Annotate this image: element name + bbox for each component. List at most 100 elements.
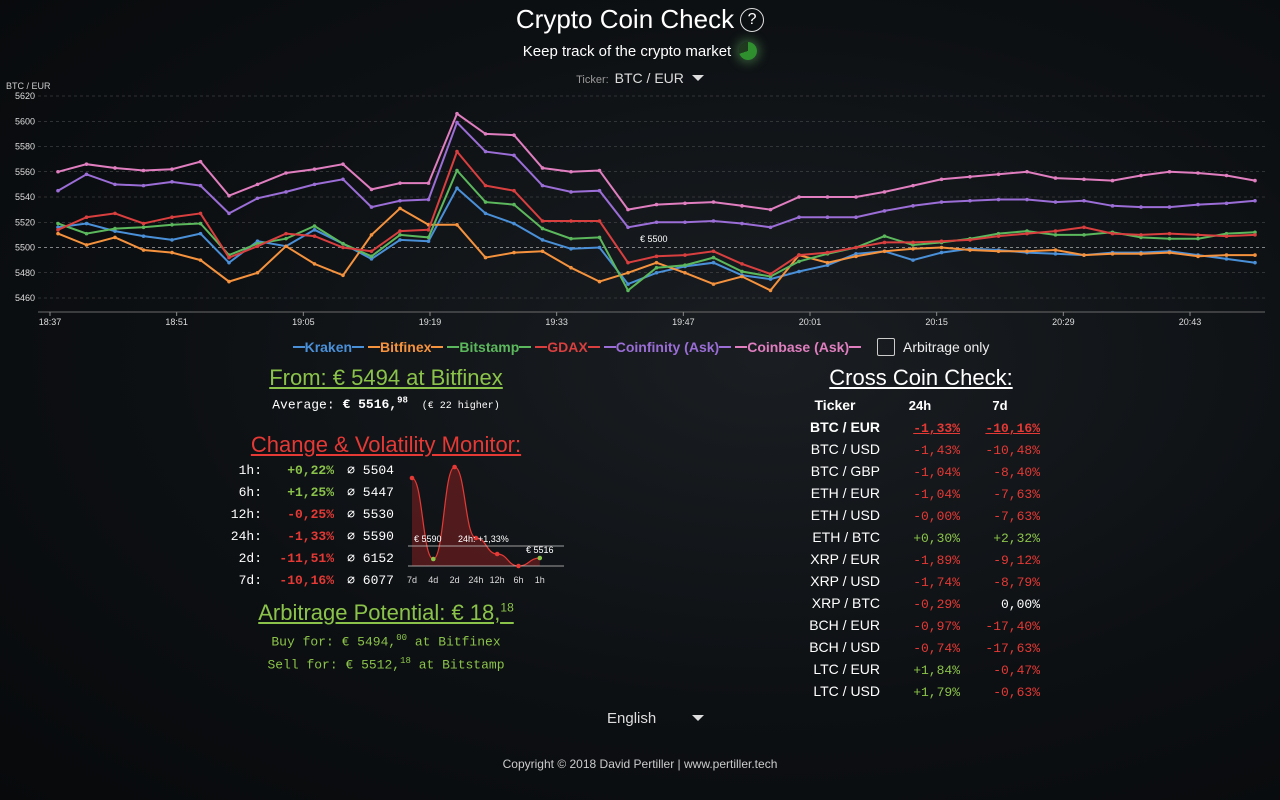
change-value: +1,25%	[287, 485, 334, 500]
help-icon[interactable]: ?	[740, 8, 765, 32]
cross-row[interactable]: ETH / BTC +0,30% +2,32%	[790, 526, 1040, 548]
header-24h: 24h	[908, 398, 932, 413]
series-point	[255, 270, 260, 275]
subtitle-text: Keep track of the crypto market	[522, 43, 732, 60]
volatility-monitor-title: Change & Volatility Monitor:	[250, 432, 522, 457]
mini-x-label: 12h	[490, 575, 505, 585]
cross-row[interactable]: LTC / EUR +1,84% -0,47%	[790, 658, 1040, 680]
legend-label[interactable]: GDAX	[547, 339, 588, 355]
legend-swatch	[292, 346, 305, 348]
change-7d: -9,12%	[993, 553, 1040, 568]
ticker-name[interactable]: XRP / USD	[810, 573, 880, 589]
ticker-name[interactable]: BCH / USD	[809, 639, 880, 655]
ticker-value[interactable]: BTC / EUR	[614, 70, 684, 86]
cross-row[interactable]: BTC / EUR -1,33% -10,16%	[790, 416, 1040, 438]
price-chart: BTC / EUR 5460 5480 5500 5520 5540 5560 5580 56…	[6, 81, 1265, 327]
series-point	[84, 221, 89, 226]
mini-annotation-mid: 24h: +1,33%	[458, 534, 509, 544]
mini-point	[494, 551, 500, 557]
mini-annotation-left: € 5590	[414, 534, 442, 544]
legend-label[interactable]: Bitstamp	[459, 339, 520, 355]
cross-row[interactable]: BTC / GBP -1,04% -8,40%	[790, 460, 1040, 482]
series-point	[398, 229, 402, 233]
legend-item-5[interactable]: Coinbase (Ask)	[735, 339, 862, 355]
arbitrage-only-checkbox[interactable]: Arbitrage only	[877, 338, 989, 356]
subtitle: Keep track of the crypto market	[0, 42, 1280, 60]
series-point	[683, 253, 687, 257]
series-point	[911, 243, 915, 247]
series-point	[84, 172, 89, 177]
series-point	[227, 193, 231, 198]
cross-row[interactable]: BTC / USD -1,43% -10,48%	[790, 438, 1040, 460]
series-point	[198, 183, 203, 188]
legend-item-1[interactable]: Bitfinex	[368, 339, 444, 355]
series-point	[455, 120, 459, 125]
series-point	[1082, 253, 1086, 257]
series-point	[84, 215, 89, 219]
series-point	[341, 273, 345, 278]
ticker-name[interactable]: XRP / BTC	[811, 595, 880, 611]
series-line-5	[57, 112, 1256, 211]
change-7d: +2,32%	[993, 531, 1040, 546]
cross-row[interactable]: XRP / EUR -1,89% -9,12%	[790, 548, 1040, 570]
cross-row[interactable]: BCH / EUR -0,97% -17,40%	[790, 614, 1040, 636]
cross-row[interactable]: BCH / USD -0,74% -17,63%	[790, 636, 1040, 658]
language-select[interactable]: English	[607, 710, 705, 727]
average-symbol: ⌀	[347, 551, 355, 566]
ticker-name[interactable]: ETH / BTC	[812, 529, 880, 545]
cross-row[interactable]: XRP / USD -1,74% -8,79%	[790, 570, 1040, 592]
legend-swatch	[519, 346, 532, 348]
series-point	[255, 196, 260, 201]
legend-label[interactable]: Coinbase (Ask)	[747, 339, 850, 355]
series-point	[597, 235, 602, 240]
average-value: ⌀ 6077	[334, 570, 394, 592]
ticker-name[interactable]: LTC / USD	[813, 683, 880, 699]
ticker-name[interactable]: BTC / GBP	[810, 463, 880, 479]
cross-row[interactable]: XRP / BTC -0,29% 0,00%	[790, 592, 1040, 614]
ticker-name[interactable]: ETH / USD	[810, 507, 880, 523]
x-axis-ticks: 18:37 18:51 19:05 19:19 19:33 19:47 20:01 20:15…	[38, 311, 1265, 327]
legend-label[interactable]: Bitfinex	[380, 339, 432, 355]
average-diff: (€ 22 higher)	[421, 401, 500, 413]
series-point	[540, 166, 545, 170]
series-point	[854, 252, 858, 256]
series-point	[170, 238, 174, 242]
legend-item-2[interactable]: Bitstamp	[447, 339, 532, 355]
series-point	[569, 246, 573, 251]
chevron-down-icon[interactable]	[691, 75, 704, 81]
legend-item-4[interactable]: Coinfinity (Ask)	[603, 339, 732, 355]
ticker-select[interactable]: Ticker: BTC / EUR	[0, 70, 1280, 86]
cross-row[interactable]: LTC / USD +1,79% -0,63%	[790, 680, 1040, 702]
ticker-name[interactable]: BTC / EUR	[810, 419, 880, 435]
series-point	[968, 238, 972, 242]
legend-label[interactable]: Kraken	[304, 339, 353, 355]
series-point	[597, 245, 602, 250]
series-point	[113, 211, 117, 216]
ticker-name[interactable]: XRP / EUR	[810, 551, 880, 567]
series-point	[1167, 205, 1172, 209]
mini-point	[537, 555, 543, 561]
series-point	[911, 258, 915, 262]
period-label: 1h:	[238, 463, 262, 478]
chevron-down-icon[interactable]	[692, 715, 705, 721]
buy-line: Buy for: € 5494,00 at Bitfinex	[200, 633, 572, 649]
series-point	[170, 180, 174, 184]
series-point	[170, 222, 174, 227]
ticker-name[interactable]: BCH / EUR	[809, 617, 880, 633]
change-24h: -0,97%	[913, 619, 960, 634]
series-point	[1139, 205, 1143, 209]
ticker-name[interactable]: LTC / EUR	[813, 661, 880, 677]
cross-coin-table: Ticker 24h 7d BTC / EUR -1,33% -10,16% BTC / U…	[790, 394, 1040, 702]
cross-row[interactable]: ETH / USD -0,00% -7,63%	[790, 504, 1040, 526]
legend-item-3[interactable]: GDAX	[535, 339, 600, 355]
legend-label[interactable]: Coinfinity (Ask)	[615, 339, 720, 355]
checkbox-icon[interactable]	[877, 338, 896, 356]
arbitrage-cents: 18	[500, 600, 514, 615]
ticker-name[interactable]: BTC / USD	[810, 441, 880, 457]
cross-row[interactable]: ETH / EUR -1,04% -7,63%	[790, 482, 1040, 504]
legend-item-0[interactable]: Kraken	[292, 339, 365, 355]
language-value[interactable]: English	[607, 710, 657, 727]
series-point	[1224, 257, 1229, 261]
ticker-name[interactable]: ETH / EUR	[810, 485, 880, 501]
series-point	[113, 166, 117, 170]
